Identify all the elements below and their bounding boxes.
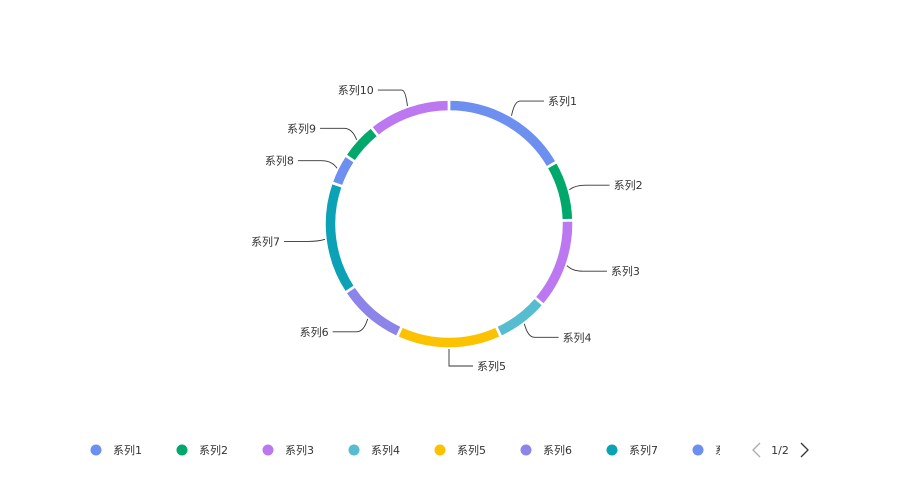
slice-系列10[interactable] xyxy=(370,99,450,137)
legend-item[interactable]: 系列1 xyxy=(90,443,143,457)
slice-label-系列8: 系列8 xyxy=(265,154,294,168)
chevron-right-icon[interactable] xyxy=(800,442,809,458)
leader-lines xyxy=(284,89,610,367)
slice-label-系列4: 系列4 xyxy=(563,330,592,344)
slice-系列9[interactable] xyxy=(344,126,379,163)
legend-item[interactable]: 系列2 xyxy=(176,443,229,457)
legend-item[interactable]: 系列7 xyxy=(606,443,659,457)
slice-系列8[interactable] xyxy=(331,155,356,187)
slice-label-系列9: 系列9 xyxy=(287,121,316,135)
legend-label: 系列3 xyxy=(285,443,314,457)
legend-item[interactable]: 系列6 xyxy=(520,443,573,457)
leader-line-系列8 xyxy=(297,160,338,169)
leader-line-系列3 xyxy=(566,265,607,272)
legend-label: 系列5 xyxy=(457,443,486,457)
slice-labels: 系列1 系列2 系列3 系列4 系列5 系列6 系列7 系列8 系列9 系列10 xyxy=(251,83,643,373)
legend-label: 系列4 xyxy=(371,443,400,457)
leader-line-系列7 xyxy=(284,238,326,242)
chevron-left-icon[interactable] xyxy=(752,442,761,458)
legend-page-indicator: 1/2 xyxy=(771,444,789,457)
leader-line-系列4 xyxy=(523,323,559,338)
slice-label-系列3: 系列3 xyxy=(611,264,640,278)
slice-label-系列10: 系列10 xyxy=(338,83,374,97)
slice-系列3[interactable] xyxy=(534,220,574,306)
leader-line-系列10 xyxy=(377,89,408,107)
slice-系列1[interactable] xyxy=(448,99,558,169)
slice-label-系列5: 系列5 xyxy=(477,359,506,373)
leader-line-系列1 xyxy=(511,100,544,116)
legend-items: 系列1 系列2 系列3 系列4 系列5 系列6 系列7 系 xyxy=(90,443,727,457)
legend-item[interactable]: 系列3 xyxy=(262,443,315,457)
legend-marker xyxy=(434,444,446,456)
leader-line-系列9 xyxy=(320,127,358,140)
slice-label-系列7: 系列7 xyxy=(251,234,280,248)
legend-label: 系列6 xyxy=(543,443,572,457)
legend-marker xyxy=(606,444,618,456)
legend-marker xyxy=(90,444,102,456)
slice-系列7[interactable] xyxy=(324,182,356,293)
slice-系列5[interactable] xyxy=(396,325,502,349)
slice-系列4[interactable] xyxy=(495,296,544,338)
legend-pager: 1/2 xyxy=(752,442,809,458)
slice-label-系列1: 系列1 xyxy=(548,94,577,108)
slice-系列6[interactable] xyxy=(344,285,403,338)
legend-item[interactable]: 系列4 xyxy=(348,443,401,457)
leader-line-系列5 xyxy=(448,349,473,367)
legend-label: 系 xyxy=(715,444,726,457)
legend: 系列1 系列2 系列3 系列4 系列5 系列6 系列7 系 xyxy=(90,443,727,457)
legend-label: 系列7 xyxy=(629,443,658,457)
slice-label-系列2: 系列2 xyxy=(614,178,643,192)
leader-line-系列2 xyxy=(568,184,610,191)
legend-marker xyxy=(176,444,188,456)
donut-slices xyxy=(324,99,574,349)
legend-item[interactable]: 系列5 xyxy=(434,443,487,457)
legend-label: 系列2 xyxy=(199,443,228,457)
slice-系列2[interactable] xyxy=(546,161,574,221)
leader-line-系列6 xyxy=(332,318,369,333)
legend-marker xyxy=(520,444,532,456)
legend-label: 系列1 xyxy=(113,443,142,457)
legend-marker xyxy=(262,444,274,456)
legend-marker xyxy=(692,444,704,456)
legend-marker xyxy=(348,444,360,456)
legend-item[interactable]: 系 xyxy=(692,444,727,457)
slice-label-系列6: 系列6 xyxy=(300,325,329,339)
